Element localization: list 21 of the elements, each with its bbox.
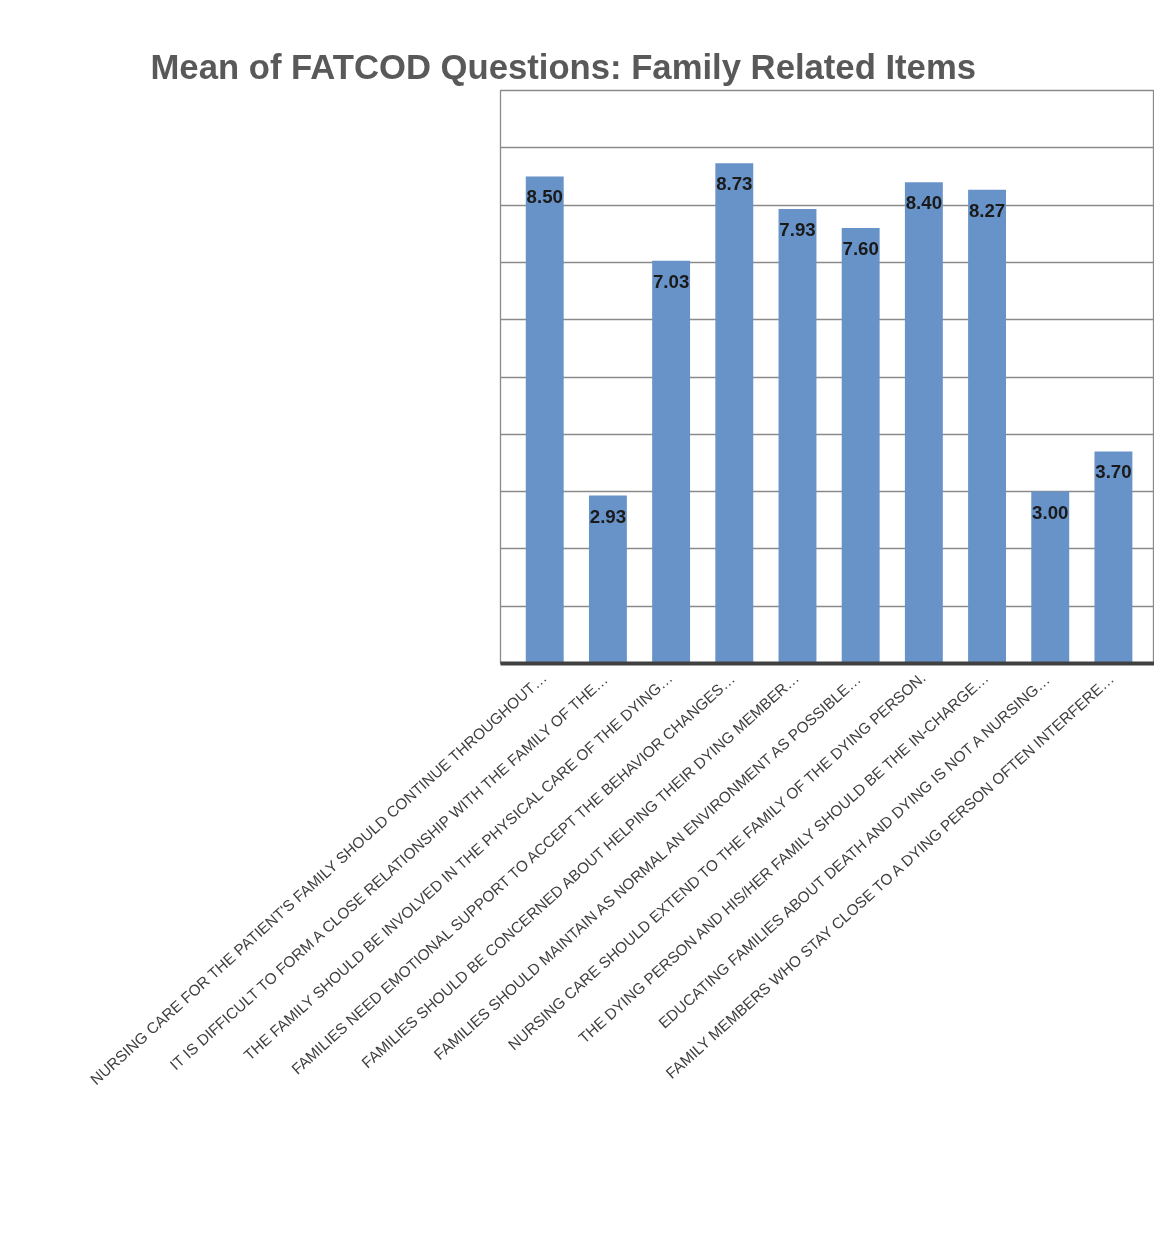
data-label: 3.70 — [1095, 461, 1132, 483]
bar — [904, 182, 943, 664]
bar — [968, 189, 1007, 664]
bar — [778, 209, 817, 664]
bar — [715, 163, 754, 664]
bar — [1094, 451, 1133, 664]
data-label: 3.00 — [1032, 501, 1069, 523]
bar — [652, 260, 691, 664]
data-label: 7.60 — [842, 238, 879, 260]
data-label: 7.93 — [779, 219, 816, 241]
bar — [1031, 491, 1070, 664]
data-label: 2.93 — [589, 505, 627, 527]
bar — [525, 176, 564, 664]
data-label: 8.27 — [968, 199, 1006, 221]
data-label: 8.40 — [905, 192, 943, 214]
bar — [841, 228, 880, 664]
bar — [588, 495, 627, 664]
data-label: 8.73 — [716, 173, 753, 195]
chart-title: Mean of FATCOD Questions: Family Related Items — [150, 47, 976, 86]
data-label: 7.03 — [652, 270, 690, 292]
data-label: 8.50 — [526, 186, 563, 208]
